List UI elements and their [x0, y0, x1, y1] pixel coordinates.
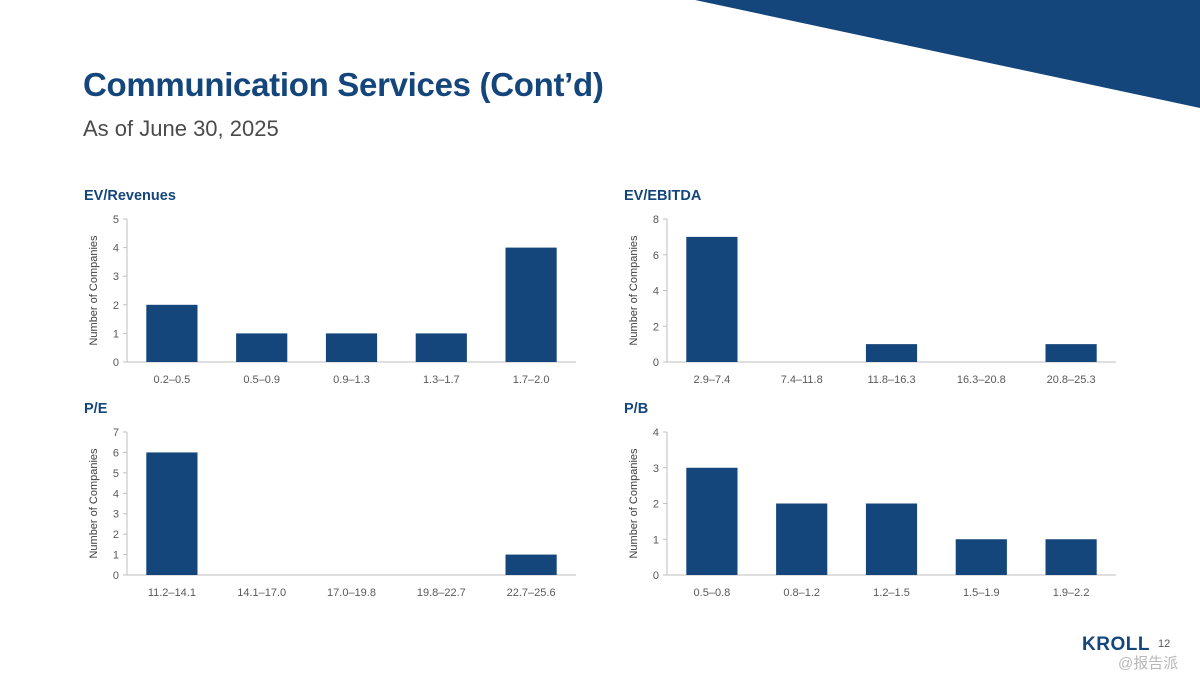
x-tick-label-pb: 0.8–1.2 [783, 587, 820, 599]
y-tick-label-pe: 2 [113, 529, 119, 541]
y-tick-label-ev-revenues: 0 [113, 357, 119, 369]
bar-ev-revenues [325, 333, 378, 362]
y-tick-label-ev-revenues: 4 [113, 243, 119, 255]
y-axis-title-pe: Number of Companies [88, 448, 100, 559]
y-tick-label-pe: 3 [113, 509, 119, 521]
y-tick-label-ev-revenues: 5 [113, 214, 119, 226]
bar-pb [776, 503, 828, 575]
bar-ev-ebitda [865, 344, 918, 362]
x-tick-label-pe: 17.0–19.8 [327, 587, 376, 599]
y-tick-label-pb: 2 [653, 499, 659, 511]
bar-ev-revenues [415, 333, 467, 362]
bar-pb [955, 539, 1007, 575]
y-tick-label-pe: 6 [113, 447, 119, 459]
y-axis-title-ev-revenues: Number of Companies [88, 235, 100, 346]
x-tick-label-pb: 1.2–1.5 [873, 587, 910, 599]
y-tick-label-pb: 0 [653, 570, 659, 582]
chart-title-ev-revenues: EV/Revenues [84, 188, 176, 204]
x-tick-label-ev-revenues: 0.9–1.3 [333, 374, 370, 386]
y-tick-label-ev-ebitda: 0 [653, 357, 659, 369]
bar-pb [1045, 539, 1097, 575]
page-number: 12 [1158, 638, 1171, 650]
watermark: @报告派 [1118, 655, 1179, 672]
x-tick-label-ev-revenues: 1.7–2.0 [513, 374, 550, 386]
x-tick-label-ev-ebitda: 7.4–11.8 [781, 374, 823, 386]
y-tick-label-ev-ebitda: 2 [653, 321, 659, 333]
y-tick-label-ev-revenues: 2 [113, 300, 119, 312]
chart-title-pe: P/E [84, 401, 108, 417]
chart-title-pb: P/B [624, 401, 649, 417]
y-tick-label-pe: 4 [113, 488, 119, 500]
bar-ev-revenues [146, 304, 198, 362]
bar-ev-ebitda [686, 236, 738, 362]
y-tick-label-ev-ebitda: 6 [653, 250, 659, 262]
bar-pe [146, 452, 198, 575]
y-axis-title-pb: Number of Companies [628, 448, 640, 559]
y-tick-label-pb: 1 [653, 534, 659, 546]
bar-pb [686, 467, 738, 575]
chart-title-ev-ebitda: EV/EBITDA [624, 188, 702, 204]
x-tick-label-ev-ebitda: 16.3–20.8 [957, 374, 1006, 386]
bar-ev-ebitda [1045, 344, 1097, 362]
y-tick-label-pb: 4 [653, 427, 659, 439]
x-tick-label-pb: 1.9–2.2 [1053, 587, 1090, 599]
y-tick-label-pb: 3 [653, 463, 659, 475]
x-tick-label-ev-revenues: 0.5–0.9 [243, 374, 280, 386]
y-tick-label-pe: 0 [113, 570, 119, 582]
x-tick-label-pe: 11.2–14.1 [148, 587, 196, 599]
bar-ev-revenues [505, 247, 557, 362]
y-tick-label-ev-revenues: 1 [113, 328, 119, 340]
x-tick-label-ev-revenues: 0.2–0.5 [154, 374, 191, 386]
x-tick-label-pe: 14.1–17.0 [237, 587, 286, 599]
y-tick-label-pe: 5 [113, 468, 119, 480]
x-tick-label-ev-revenues: 1.3–1.7 [423, 374, 460, 386]
y-axis-title-ev-ebitda: Number of Companies [628, 235, 640, 346]
x-tick-label-ev-ebitda: 11.8–16.3 [867, 374, 915, 386]
x-tick-label-pb: 0.5–0.8 [694, 587, 731, 599]
x-tick-label-pb: 1.5–1.9 [963, 587, 1000, 599]
page-title: Communication Services (Cont’d) [83, 66, 604, 103]
bar-pe [505, 554, 557, 575]
x-tick-label-pe: 22.7–25.6 [507, 587, 556, 599]
y-tick-label-pe: 1 [113, 550, 119, 562]
kroll-logo: KROLL [1082, 634, 1150, 655]
corner-banner [695, 0, 1200, 108]
bar-pb [865, 503, 918, 575]
y-tick-label-ev-ebitda: 8 [653, 214, 659, 226]
corner-banner-shape [695, 0, 1200, 108]
page-subtitle: As of June 30, 2025 [83, 116, 279, 141]
y-tick-label-ev-ebitda: 4 [653, 286, 659, 298]
x-tick-label-ev-ebitda: 20.8–25.3 [1047, 374, 1096, 386]
x-tick-label-pe: 19.8–22.7 [417, 587, 466, 599]
y-tick-label-pe: 7 [113, 427, 119, 439]
x-tick-label-ev-ebitda: 2.9–7.4 [694, 374, 731, 386]
bar-ev-revenues [236, 333, 288, 362]
y-tick-label-ev-revenues: 3 [113, 271, 119, 283]
